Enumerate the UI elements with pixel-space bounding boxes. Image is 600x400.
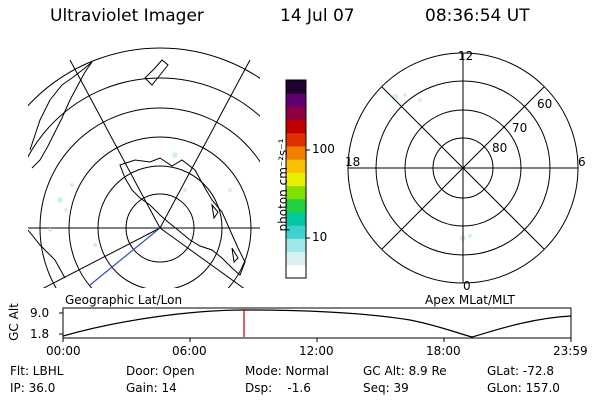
status-gc-alt: GC Alt: 8.9 Re [363,364,447,378]
altitude-frame [62,307,572,339]
colorbar-swatch [286,198,306,213]
apex-map-label: Apex MLat/MLT [425,293,515,307]
colorbar-swatch [286,185,306,200]
colorbar-unit: photon cm⁻²s⁻¹ [276,138,290,232]
mlt-label-top: 12 [458,49,473,63]
mlt-label-right: 6 [578,155,586,169]
colorbar-swatch [286,225,306,239]
colorbar-swatch [286,159,306,173]
altitude-ytick-low: 1.8 [30,327,50,341]
lat-circle [28,77,260,158]
altitude-xtick: 12:00 [299,344,334,358]
colorbar [285,79,310,279]
mlt-line [381,86,545,250]
status-dsp: Dsp: -1.6 [245,381,311,395]
status-glat: GLat: -72.8 [487,364,554,378]
altitude-ytick-high: 9.0 [30,306,50,320]
status-ip: IP: 36.0 [10,381,56,395]
mlat-label-80: 80 [492,141,507,155]
mlat-label-70: 70 [512,121,527,135]
colorbar-swatch [286,251,306,266]
magnetic-polar-grid: 12 6 0 18 60 70 80 [345,49,586,293]
status-seq: Seq: 39 [363,381,409,395]
geographic-map [28,47,260,288]
colorbar-frame [285,79,307,279]
lat-circle [28,47,260,107]
colorbar-swatch [286,264,306,279]
instrument-title: Ultraviolet Imager [50,6,204,26]
colorbar-tick-100: 100 [312,142,335,156]
status-mode: Mode: Normal [245,364,329,378]
aurora-emission [48,152,232,247]
spacecraft-track [89,227,161,286]
image-date: 14 Jul 07 [280,6,355,26]
status-gain: Gain: 14 [126,381,177,395]
meridian-line [159,227,245,288]
altitude-ylabel: GC Alt [7,303,21,341]
altitude-curve [62,309,572,338]
altitude-xtick: 18:00 [426,344,461,358]
geographic-map-label: Geographic Lat/Lon [65,293,183,307]
colorbar-swatch [286,132,306,147]
colorbar-swatch [286,80,306,94]
mlt-label-left: 18 [345,155,360,169]
status-filter: Flt: LBHL [10,364,64,378]
colorbar-swatch [286,119,306,134]
altitude-xtick: 23:59 [553,344,588,358]
colorbar-swatch [286,106,306,121]
status-glon: GLon: 157.0 [487,381,560,395]
meridian-line [69,59,161,229]
mlt-label-bottom: 0 [463,279,471,293]
altitude-strip [59,307,572,342]
meridian-line [159,59,251,229]
altitude-xtick: 00:00 [46,344,81,358]
colorbar-swatch [286,93,306,107]
coastline [28,59,246,279]
colorbar-swatch [286,172,306,187]
image-time: 08:36:54 UT [425,6,530,26]
colorbar-swatch [286,212,306,226]
colorbar-swatch [286,146,306,160]
colorbar-tick-10: 10 [312,230,328,244]
status-door: Door: Open [126,364,195,378]
altitude-xtick: 06:00 [172,344,207,358]
aurora-emission [392,93,472,241]
mlat-label-60: 60 [537,97,552,111]
meridian-line [42,227,161,288]
colorbar-swatch [286,238,306,253]
